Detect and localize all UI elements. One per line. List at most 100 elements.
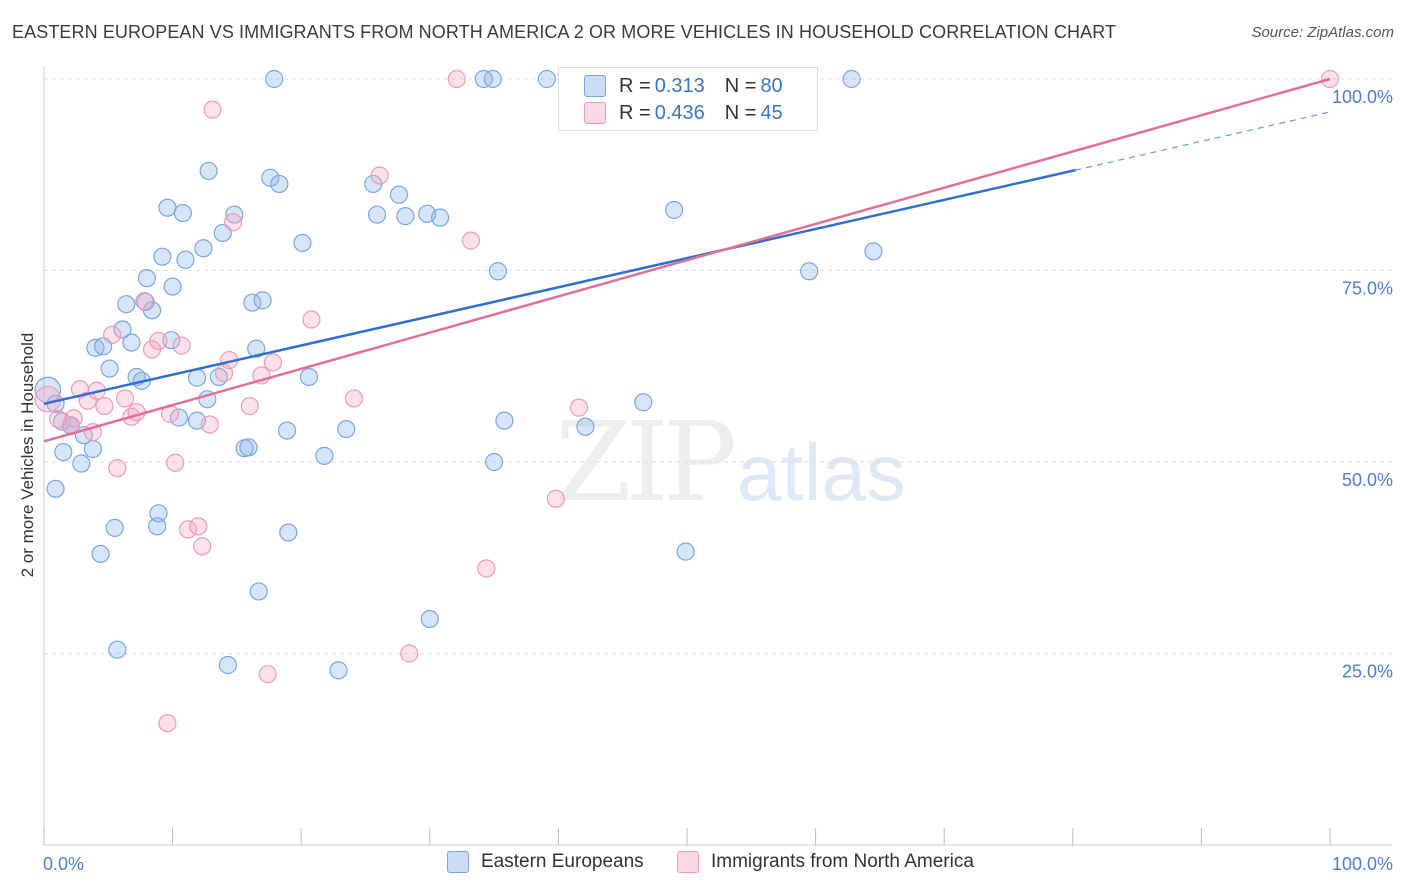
data-point — [329, 661, 348, 680]
data-point — [483, 69, 502, 89]
data-point — [149, 504, 168, 523]
data-point — [537, 69, 556, 89]
legend-item-eastern-europeans[interactable]: Eastern Europeans — [447, 851, 644, 873]
r-label: R = — [619, 74, 651, 97]
r-value: 0.313 — [654, 74, 705, 97]
axes — [43, 66, 1392, 846]
data-point — [153, 247, 172, 266]
data-point — [576, 417, 595, 436]
data-point — [72, 454, 91, 473]
data-point — [199, 161, 218, 181]
data-point — [162, 331, 181, 350]
data-point — [665, 200, 684, 220]
data-point — [91, 544, 110, 564]
trend-line-immigrants-north-america — [43, 77, 1331, 443]
data-point — [842, 69, 861, 89]
data-point — [100, 359, 119, 378]
r-value: 0.436 — [654, 101, 705, 124]
gridlines — [44, 78, 1392, 654]
data-point — [149, 331, 168, 351]
data-point — [194, 239, 213, 258]
data-point — [400, 644, 419, 663]
data-point — [240, 396, 259, 416]
data-point — [315, 446, 334, 465]
data-point — [113, 320, 132, 339]
data-point — [218, 655, 237, 675]
data-point — [189, 517, 208, 536]
data-point — [293, 233, 312, 253]
data-point — [247, 339, 266, 358]
data-point — [193, 537, 212, 556]
data-point — [370, 166, 389, 185]
data-point — [203, 100, 222, 119]
data-point — [279, 523, 298, 542]
data-point — [173, 203, 192, 223]
data-point — [187, 368, 207, 387]
r-label: R = — [619, 101, 651, 124]
data-point — [263, 353, 283, 372]
data-point — [337, 419, 356, 439]
n-value: 80 — [760, 74, 783, 97]
data-point — [158, 714, 177, 733]
data-point — [105, 518, 124, 537]
data-point — [253, 291, 272, 310]
data-point — [223, 213, 243, 232]
data-point — [172, 336, 191, 355]
n-label: N = — [724, 74, 757, 97]
series-legend: Eastern Europeans Immigrants from North … — [0, 851, 1406, 879]
data-point — [389, 185, 409, 204]
data-point — [430, 208, 450, 227]
data-point — [258, 665, 277, 684]
data-point — [270, 174, 289, 194]
data-point — [676, 542, 695, 561]
data-point — [86, 338, 105, 357]
data-point — [95, 396, 114, 416]
data-point — [135, 292, 154, 311]
trend-lines — [43, 77, 1331, 443]
legend-label: Immigrants from North America — [711, 851, 974, 872]
data-point — [277, 421, 297, 440]
legend-item-immigrants-north-america[interactable]: Immigrants from North America — [677, 851, 974, 873]
series-immigrants-north-america — [34, 69, 1340, 733]
data-point — [54, 442, 73, 462]
data-point — [261, 168, 280, 187]
data-point — [137, 269, 156, 288]
data-point — [225, 205, 244, 224]
data-point — [447, 69, 466, 89]
data-point — [299, 367, 319, 387]
data-point — [158, 198, 177, 217]
data-point — [108, 459, 127, 478]
trend-line-eastern-europeans — [43, 168, 1076, 406]
data-point — [83, 439, 102, 459]
data-point — [122, 333, 141, 352]
data-point — [163, 277, 182, 296]
legend-row-eastern-europeans: R = 0.313 N = 80 — [584, 73, 783, 99]
data-point — [178, 520, 198, 539]
source-label: Source: ZipAtlas.com — [1251, 24, 1394, 41]
data-point — [64, 409, 83, 428]
legend-swatch-blue — [584, 75, 606, 97]
data-point — [546, 489, 565, 508]
data-point — [78, 391, 97, 410]
data-point — [46, 479, 65, 498]
legend-swatch-blue — [447, 851, 469, 873]
data-point — [103, 325, 122, 344]
n-label: N = — [724, 101, 757, 124]
data-point — [344, 389, 364, 408]
data-point — [485, 452, 504, 472]
correlation-legend: R = 0.313 N = 80 R = 0.436 N = 45 — [558, 67, 818, 131]
data-point — [302, 310, 321, 329]
data-point — [265, 69, 284, 89]
n-value: 45 — [760, 101, 783, 124]
data-point — [800, 262, 819, 281]
data-point — [461, 231, 481, 250]
data-point — [488, 262, 508, 281]
x-tick-label: 100.0% — [1332, 854, 1393, 874]
series-eastern-europeans — [34, 69, 883, 680]
data-point — [108, 640, 127, 659]
data-point — [239, 438, 258, 457]
data-point — [169, 408, 189, 427]
data-point — [142, 301, 162, 320]
y-tick-label: 100.0% — [1332, 87, 1393, 107]
